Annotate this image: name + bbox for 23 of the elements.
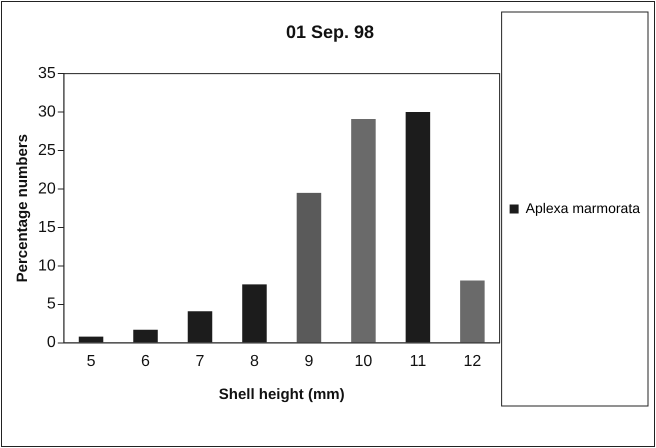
bar [296,192,322,342]
y-tick-label: 35 [38,65,56,82]
x-tick-label: 8 [250,352,260,370]
chart-title: 01 Sep. 98 [286,22,374,42]
y-axis-title: Percentage numbers [14,134,32,282]
y-tick-label: 25 [38,142,56,159]
y-tick-label: 10 [38,257,56,274]
y-tick-label: 30 [38,103,56,120]
y-tick-label: 20 [38,180,56,198]
bar [460,280,485,342]
x-axis-title: Shell height (mm) [218,386,345,404]
x-tick-label: 12 [463,352,482,370]
x-tick-label: 11 [410,352,426,370]
x-tick-label: 9 [304,352,314,370]
x-tick-label: 5 [86,352,96,370]
bar [351,118,376,342]
y-tick-label: 0 [46,334,56,352]
y-tick-label: 15 [38,218,56,236]
x-tick-label: 10 [354,352,372,370]
y-tick-label: 5 [46,296,56,313]
x-tick-label: 7 [196,352,205,370]
legend-label: Aplexa marmorata [526,200,640,216]
x-tick-label: 6 [141,352,150,370]
